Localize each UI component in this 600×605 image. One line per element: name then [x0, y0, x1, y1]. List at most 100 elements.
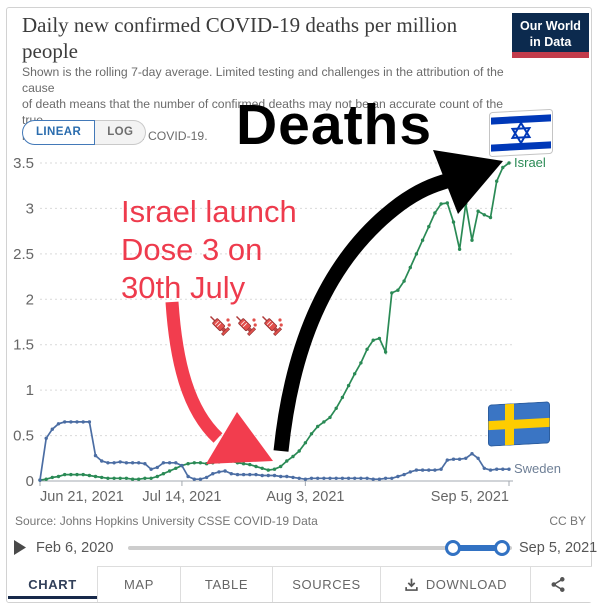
data-point [137, 461, 141, 465]
data-point [365, 347, 369, 351]
data-point [75, 420, 79, 424]
data-point [451, 457, 456, 461]
data-point [383, 350, 388, 354]
data-point [211, 472, 215, 476]
israel-series-label[interactable]: Israel [514, 155, 546, 170]
data-point [174, 466, 178, 470]
tab-chart[interactable]: CHART [8, 566, 97, 602]
syringe-icon [235, 315, 257, 337]
data-point [161, 472, 166, 476]
download-icon [404, 577, 419, 592]
timeline-handle-end[interactable] [494, 540, 510, 556]
data-point [229, 459, 233, 463]
data-point [285, 459, 289, 463]
data-point [427, 468, 431, 472]
data-point [44, 477, 48, 481]
data-point [334, 476, 338, 480]
data-point [427, 224, 431, 229]
x-axis-tick-label: Jun 21, 2021 [40, 489, 124, 505]
data-point [414, 468, 419, 472]
data-point [328, 415, 332, 420]
data-point [192, 461, 196, 465]
data-point [81, 420, 85, 424]
data-point [118, 476, 122, 480]
data-point [155, 465, 159, 470]
syringe-icon [261, 315, 283, 337]
data-point [241, 472, 246, 477]
data-point [353, 372, 357, 376]
dose3-annotation-line: Dose 3 on [121, 232, 263, 267]
sweden-flag-icon [488, 401, 550, 451]
data-point [390, 476, 394, 480]
sweden-series[interactable]: Sweden [38, 420, 561, 482]
data-point [155, 474, 159, 479]
subtitle-line: Shown is the rolling 7-day average. Limi… [22, 65, 504, 95]
tab-map[interactable]: MAP [97, 566, 180, 602]
data-point [235, 472, 240, 477]
timeline-selected-range[interactable] [453, 545, 502, 551]
timeline-track[interactable] [128, 546, 512, 550]
data-point [501, 165, 505, 170]
share-button[interactable] [530, 566, 592, 602]
data-point [457, 247, 462, 251]
data-point [439, 202, 443, 206]
data-point [495, 467, 499, 471]
tab-sources[interactable]: SOURCES [272, 566, 380, 602]
linear-button[interactable]: LINEAR [22, 120, 96, 145]
dose3-annotation-line: 30th July [121, 270, 246, 305]
data-point [235, 461, 240, 465]
data-point [69, 420, 73, 424]
data-point [272, 473, 277, 478]
data-point [340, 395, 345, 400]
data-point [260, 466, 264, 470]
data-point [316, 476, 320, 480]
tab-table[interactable]: TABLE [180, 566, 272, 602]
sweden-series-label[interactable]: Sweden [514, 461, 561, 476]
license-link[interactable]: CC BY [549, 514, 586, 528]
data-point [359, 361, 363, 365]
timeline-start-label: Feb 6, 2020 [36, 540, 114, 556]
data-point [334, 406, 338, 410]
syringe-icons [206, 312, 284, 338]
data-point [69, 472, 73, 477]
data-point [44, 436, 48, 440]
y-axis-tick-label: 3 [26, 200, 34, 217]
data-point [124, 461, 129, 465]
tab-table-label: TABLE [204, 577, 249, 592]
data-point [211, 461, 215, 465]
data-point [192, 477, 196, 481]
y-axis-tick-label: 2.5 [13, 246, 34, 263]
data-point [408, 265, 412, 270]
owid-logo[interactable]: Our World in Data [512, 13, 589, 58]
dose3-annotation: Israel launch Dose 3 on 30th July [121, 193, 297, 307]
source-text[interactable]: Source: Johns Hopkins University CSSE CO… [15, 514, 318, 528]
data-point [248, 472, 252, 477]
data-point [56, 474, 61, 479]
data-point [359, 476, 363, 480]
data-point [328, 476, 332, 480]
play-button[interactable] [13, 539, 27, 556]
data-point [346, 383, 351, 388]
data-point [279, 474, 283, 479]
data-point [377, 336, 382, 341]
log-button[interactable]: LOG [95, 120, 147, 145]
data-point [186, 462, 190, 466]
data-point [402, 472, 406, 477]
data-point [396, 288, 400, 292]
data-point [106, 461, 110, 465]
data-point [161, 461, 166, 465]
timeline-end-label: Sep 5, 2021 [519, 540, 598, 556]
data-point [204, 475, 209, 480]
x-axis-tick-label: Jul 14, 2021 [142, 489, 221, 505]
data-point [470, 452, 474, 456]
data-point [390, 291, 394, 295]
data-point [180, 463, 184, 468]
data-point [137, 477, 141, 481]
timeline-handle-start[interactable] [445, 540, 461, 556]
data-point [112, 461, 116, 465]
data-point [507, 161, 511, 165]
data-point [353, 476, 357, 480]
tab-download[interactable]: DOWNLOAD [380, 566, 530, 602]
y-axis-tick-label: 1 [26, 382, 34, 399]
